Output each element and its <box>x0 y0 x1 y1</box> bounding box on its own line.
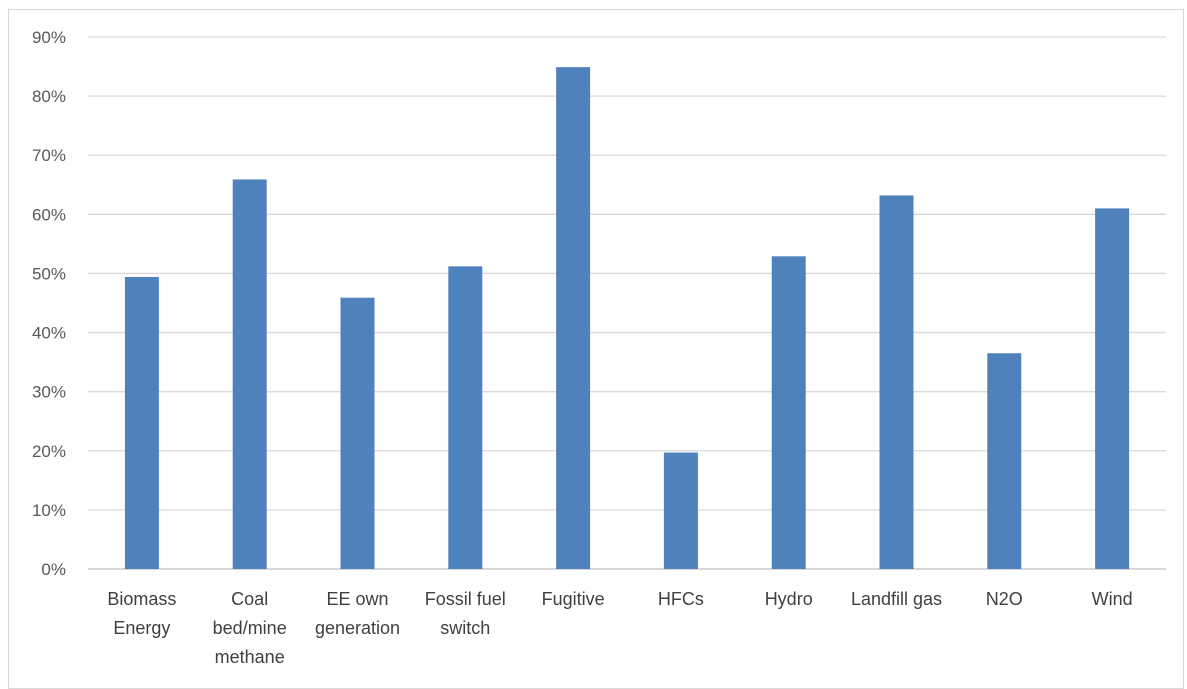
chart-frame <box>8 9 1184 689</box>
y-tick-label: 80% <box>32 87 66 106</box>
x-tick-label: EE own <box>326 589 388 609</box>
bar <box>556 67 591 569</box>
x-tick-label: HFCs <box>658 589 704 609</box>
y-tick-label: 70% <box>32 146 66 165</box>
bar <box>987 353 1022 569</box>
bar <box>448 266 483 569</box>
bar <box>232 179 267 570</box>
y-tick-label: 40% <box>32 324 66 343</box>
y-tick-label: 10% <box>32 501 66 520</box>
x-axis-labels: Biomass Energy Coal bed/mine methane EE own ge… <box>107 589 1132 667</box>
x-tick-label: Landfill gas <box>851 589 942 609</box>
x-tick-label: generation <box>315 618 400 638</box>
bar <box>340 297 375 569</box>
y-tick-label: 0% <box>41 560 66 579</box>
y-tick-label: 90% <box>32 28 66 47</box>
gridlines <box>88 36 1166 570</box>
bar <box>663 452 698 569</box>
x-tick-label: Coal <box>231 589 268 609</box>
x-tick-label: Fossil fuel <box>425 589 506 609</box>
y-tick-label: 30% <box>32 383 66 402</box>
bar <box>879 195 914 569</box>
y-tick-label: 50% <box>32 264 66 283</box>
y-tick-label: 20% <box>32 442 66 461</box>
x-tick-label: Fugitive <box>542 589 605 609</box>
bar <box>124 276 159 569</box>
x-tick-label: Energy <box>113 618 170 638</box>
x-tick-label: methane <box>215 647 285 667</box>
x-tick-label: bed/mine <box>213 618 287 638</box>
x-tick-label: Hydro <box>765 589 813 609</box>
x-tick-label: Wind <box>1092 589 1133 609</box>
bars <box>124 67 1130 570</box>
x-tick-label: N2O <box>986 589 1023 609</box>
x-tick-label: switch <box>440 618 490 638</box>
bar <box>771 256 806 569</box>
bar <box>1095 208 1130 569</box>
y-axis-ticks: 0% 10% 20% 30% 40% 50% 60% 70% 80% 90% <box>32 28 66 579</box>
x-tick-label: Biomass <box>107 589 176 609</box>
y-tick-label: 60% <box>32 205 66 224</box>
